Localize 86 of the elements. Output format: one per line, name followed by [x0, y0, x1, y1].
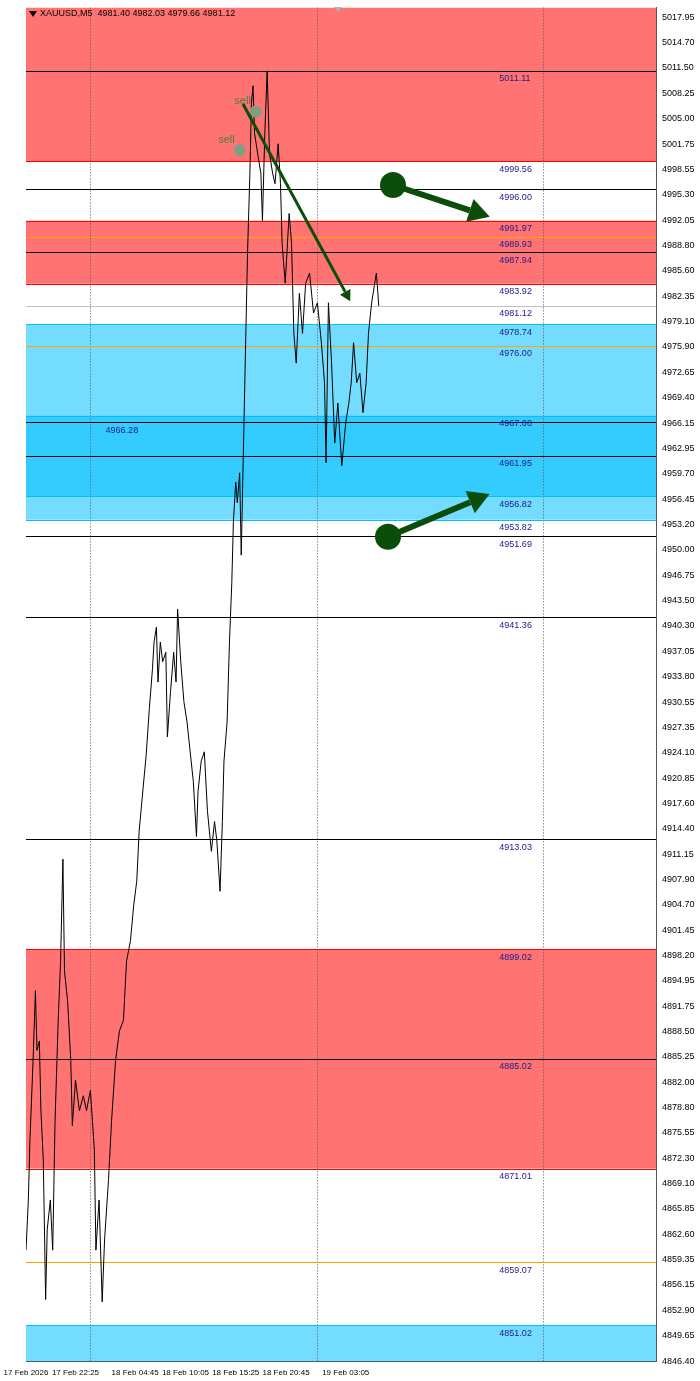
y-tick-label: 4943.50 [662, 595, 695, 606]
x-tick-label: 18 Feb 20:45 [262, 1368, 311, 1378]
y-tick-label: 4924.10 [662, 747, 695, 758]
ref-line-label: 4953.82 [499, 522, 532, 533]
y-tick-label: 4849.65 [662, 1330, 695, 1341]
ref-line-label: 4987.94 [499, 254, 532, 265]
y-tick-label: 4930.55 [662, 696, 695, 707]
y-tick-label: 5005.00 [662, 113, 695, 124]
ref-line-label: 4885.02 [499, 1061, 532, 1072]
y-tick-label: 5014.70 [662, 37, 695, 48]
ref-line-label: 4951.69 [499, 538, 532, 549]
y-tick-label: 4869.10 [662, 1178, 695, 1189]
x-tick-label: 18 Feb 10:05 [161, 1368, 210, 1378]
y-tick-label: 4982.35 [662, 290, 695, 301]
ref-line-label: 4966.28 [105, 424, 139, 435]
y-tick-label: 4927.35 [662, 721, 695, 732]
y-tick-label: 4898.20 [662, 950, 695, 960]
y-tick-label: 4972.65 [662, 366, 695, 377]
y-tick-label: 4878.80 [662, 1102, 695, 1113]
ref-line-label: 4956.82 [499, 498, 532, 509]
ref-line-label: 4941.36 [499, 619, 532, 630]
ref-line-label: 4996.00 [499, 191, 532, 202]
chart-title: XAUUSD,M5 4981.40 4982.03 4979.66 4981.12 [40, 8, 236, 19]
y-tick-label: 4992.05 [662, 214, 695, 225]
ref-line-label: 4913.03 [499, 841, 532, 852]
y-tick-label: 5001.75 [662, 138, 695, 149]
y-tick-label: 4959.70 [662, 468, 695, 479]
ref-line-label: 4871.01 [499, 1171, 532, 1182]
y-tick-label: 4975.90 [662, 341, 695, 352]
y-tick-label: 4985.60 [662, 265, 695, 276]
y-tick-label: 4872.30 [662, 1152, 695, 1163]
x-tick-label: 19 Feb 03:05 [322, 1368, 370, 1378]
y-tick-label: 4966.15 [662, 417, 695, 428]
ref-line-label: 4981.12 [499, 308, 532, 319]
y-tick-label: 5011.50 [662, 62, 694, 73]
y-tick-label: 4894.95 [662, 975, 695, 986]
y-tick-label: 4969.40 [662, 392, 695, 403]
y-tick-label: 4962.95 [662, 442, 695, 453]
ref-line-label: 4859.07 [499, 1264, 532, 1275]
annotation: sell [234, 94, 251, 107]
y-tick-label: 4988.80 [662, 240, 695, 251]
y-tick-label: 4891.75 [662, 1000, 695, 1011]
ref-line-label: 4976.00 [499, 348, 532, 359]
y-tick-label: 4933.80 [662, 671, 695, 682]
x-tick-label: 17 Feb 2026 [3, 1368, 50, 1378]
y-tick-label: 4885.25 [662, 1051, 695, 1062]
x-tick-label: 17 Feb 22:25 [51, 1368, 100, 1378]
y-tick-label: 4907.90 [662, 873, 695, 884]
ref-line-label: 4991.97 [499, 223, 532, 234]
y-tick-label: 5008.25 [662, 87, 695, 98]
y-tick-label: 4956.45 [662, 493, 695, 504]
y-tick-label: 4846.40 [662, 1355, 695, 1366]
ref-line-label: 4899.02 [499, 951, 532, 962]
y-tick-label: 4904.70 [662, 899, 695, 910]
y-tick-label: 4875.55 [662, 1127, 695, 1138]
y-tick-label: 4856.15 [662, 1279, 695, 1290]
y-tick-label: 4995.30 [662, 189, 695, 200]
ref-line-label: 4983.92 [499, 286, 532, 297]
y-tick-label: 4852.90 [662, 1304, 695, 1315]
x-tick-label: 18 Feb 04:45 [111, 1368, 160, 1378]
y-tick-label: 4917.60 [662, 797, 695, 808]
y-tick-label: 4882.00 [662, 1076, 695, 1087]
ref-line-label: 4999.56 [499, 163, 532, 174]
annotation: sell [218, 132, 235, 145]
y-tick-label: 4920.85 [662, 772, 695, 783]
y-tick-label: 4901.45 [662, 924, 695, 935]
y-tick-label: 4888.50 [662, 1026, 695, 1036]
y-tick-label: 4998.55 [662, 163, 695, 174]
y-tick-label: 5017.95 [662, 11, 695, 22]
x-tick-label: 18 Feb 15:25 [212, 1368, 260, 1378]
y-tick-label: 4946.75 [662, 569, 695, 580]
ref-line-label: 4978.74 [499, 326, 532, 337]
ref-line-label: 5011.11 [499, 73, 531, 84]
ref-line-label: 4961.95 [499, 458, 532, 469]
y-tick-label: 4911.15 [662, 848, 694, 859]
y-tick-label: 4953.20 [662, 519, 695, 530]
y-tick-label: 4940.30 [662, 620, 695, 631]
ref-line-label: 4989.93 [499, 239, 532, 250]
y-tick-label: 4914.40 [662, 823, 695, 834]
ref-line-label: 4851.02 [499, 1327, 532, 1338]
y-tick-label: 4862.60 [662, 1228, 695, 1239]
y-tick-label: 4950.00 [662, 544, 695, 555]
y-tick-label: 4865.85 [662, 1203, 695, 1214]
y-tick-label: 4859.35 [662, 1254, 695, 1265]
y-tick-label: 4937.05 [662, 645, 695, 656]
y-tick-label: 4979.10 [662, 316, 695, 327]
